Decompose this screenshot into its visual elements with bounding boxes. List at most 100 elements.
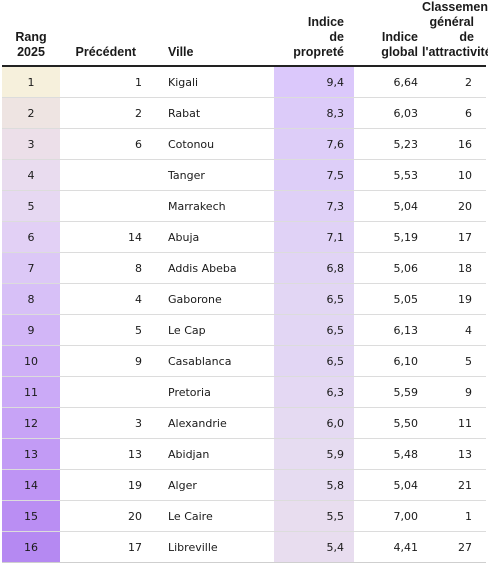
cell-precedent (60, 159, 144, 191)
header-classement: Classement général de l'attractivité (422, 0, 488, 67)
cell-rang: 8 (2, 283, 60, 315)
header-classement-line-3: l'attractivité (422, 45, 488, 59)
cell-classement: 1 (422, 500, 486, 532)
cell-indice-proprete: 7,3 (274, 190, 354, 222)
cell-precedent: 1 (60, 66, 144, 98)
cell-rang: 2 (2, 97, 60, 129)
cell-ville: Libreville (144, 531, 274, 563)
header-precedent: Précédent (60, 0, 144, 67)
header-indice-proprete-line-3: propreté (293, 45, 344, 59)
cell-ville: Addis Abeba (144, 252, 274, 284)
cell-indice-global: 4,41 (354, 531, 422, 563)
cell-classement: 16 (422, 128, 486, 160)
table-row: 15 20 Le Caire 5,5 7,00 1 (2, 500, 486, 532)
cell-classement: 4 (422, 314, 486, 346)
table-row: 8 4 Gaborone 6,5 5,05 19 (2, 283, 486, 315)
cell-rang: 12 (2, 407, 60, 439)
header-precedent-label: Précédent (75, 45, 136, 59)
table-row: 1 1 Kigali 9,4 6,64 2 (2, 66, 486, 98)
table-row: 7 8 Addis Abeba 6,8 5,06 18 (2, 252, 486, 284)
table-row: 2 2 Rabat 8,3 6,03 6 (2, 97, 486, 129)
cell-rang: 3 (2, 128, 60, 160)
cell-indice-global: 5,04 (354, 469, 422, 501)
header-classement-line-2: général de (429, 15, 474, 44)
cell-rang: 11 (2, 376, 60, 408)
cell-rang: 1 (2, 66, 60, 98)
table-row: 4 Tanger 7,5 5,53 10 (2, 159, 486, 191)
header-indice-proprete-line-2: de (329, 30, 344, 44)
cell-indice-global: 5,19 (354, 221, 422, 253)
cell-indice-global: 5,53 (354, 159, 422, 191)
cell-indice-proprete: 5,8 (274, 469, 354, 501)
header-rang: Rang 2025 (2, 0, 60, 67)
cell-precedent: 20 (60, 500, 144, 532)
table-row: 13 13 Abidjan 5,9 5,48 13 (2, 438, 486, 470)
header-indice-global-line-1: Indice (381, 30, 418, 44)
cell-classement: 20 (422, 190, 486, 222)
table-row: 11 Pretoria 6,3 5,59 9 (2, 376, 486, 408)
cell-ville: Tanger (144, 159, 274, 191)
cell-indice-proprete: 6,8 (274, 252, 354, 284)
cell-indice-proprete: 6,5 (274, 345, 354, 377)
cell-indice-proprete: 5,4 (274, 531, 354, 563)
cell-ville: Casablanca (144, 345, 274, 377)
cell-indice-proprete: 6,0 (274, 407, 354, 439)
cell-indice-global: 6,10 (354, 345, 422, 377)
header-classement-line-1: Classement (422, 0, 488, 14)
cell-precedent: 17 (60, 531, 144, 563)
table-row: 12 3 Alexandrie 6,0 5,50 11 (2, 407, 486, 439)
header-indice-proprete-line-1: Indice (307, 15, 344, 29)
cell-indice-global: 5,05 (354, 283, 422, 315)
cell-indice-global: 5,06 (354, 252, 422, 284)
cell-indice-global: 6,64 (354, 66, 422, 98)
cell-rang: 6 (2, 221, 60, 253)
cell-indice-proprete: 7,5 (274, 159, 354, 191)
cell-precedent: 2 (60, 97, 144, 129)
cell-precedent: 8 (60, 252, 144, 284)
cell-ville: Rabat (144, 97, 274, 129)
cell-precedent: 6 (60, 128, 144, 160)
cell-ville: Le Cap (144, 314, 274, 346)
cell-precedent: 13 (60, 438, 144, 470)
cell-ville: Kigali (144, 66, 274, 98)
cell-classement: 6 (422, 97, 486, 129)
cell-classement: 10 (422, 159, 486, 191)
cell-ville: Abuja (144, 221, 274, 253)
cell-indice-proprete: 6,3 (274, 376, 354, 408)
cell-classement: 2 (422, 66, 486, 98)
cell-indice-proprete: 7,6 (274, 128, 354, 160)
cell-ville: Alexandrie (144, 407, 274, 439)
cell-precedent: 19 (60, 469, 144, 501)
cell-indice-global: 5,48 (354, 438, 422, 470)
table-row: 10 9 Casablanca 6,5 6,10 5 (2, 345, 486, 377)
header-rang-line-1: Rang (15, 30, 47, 44)
cell-indice-global: 5,23 (354, 128, 422, 160)
header-ville-label: Ville (168, 45, 194, 59)
cell-rang: 13 (2, 438, 60, 470)
table-row: 3 6 Cotonou 7,6 5,23 16 (2, 128, 486, 160)
cell-precedent: 5 (60, 314, 144, 346)
cell-classement: 9 (422, 376, 486, 408)
cell-classement: 13 (422, 438, 486, 470)
cell-indice-proprete: 6,5 (274, 314, 354, 346)
header-row: Rang 2025 Précédent Ville Indice de prop… (2, 0, 488, 67)
cell-rang: 4 (2, 159, 60, 191)
cell-indice-proprete: 8,3 (274, 97, 354, 129)
cell-ville: Alger (144, 469, 274, 501)
cell-indice-proprete: 5,9 (274, 438, 354, 470)
table-header: Rang 2025 Précédent Ville Indice de prop… (2, 0, 488, 67)
cell-classement: 17 (422, 221, 486, 253)
cell-rang: 5 (2, 190, 60, 222)
cell-rang: 14 (2, 469, 60, 501)
table-row: 6 14 Abuja 7,1 5,19 17 (2, 221, 486, 253)
cell-classement: 5 (422, 345, 486, 377)
header-ville: Ville (144, 0, 274, 67)
cell-indice-global: 5,04 (354, 190, 422, 222)
cell-classement: 11 (422, 407, 486, 439)
cell-ville: Pretoria (144, 376, 274, 408)
header-indice-global-line-2: global (381, 45, 418, 59)
cell-classement: 19 (422, 283, 486, 315)
cell-indice-global: 5,59 (354, 376, 422, 408)
cell-rang: 15 (2, 500, 60, 532)
